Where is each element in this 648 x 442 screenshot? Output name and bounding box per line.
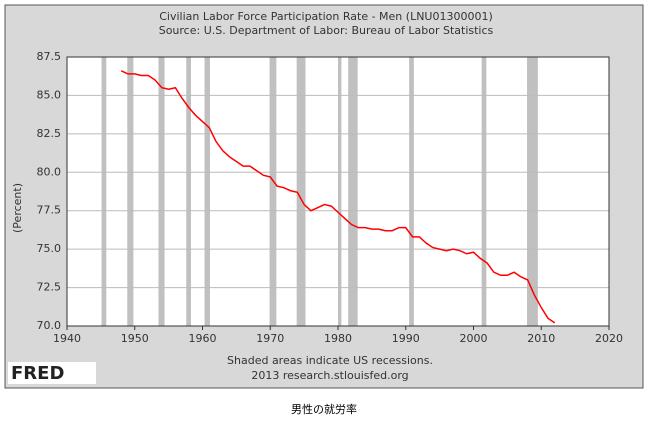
recession-band [101,57,107,326]
x-tick-label: 1990 [392,332,420,345]
recession-band [481,57,487,326]
recession-band [269,57,277,326]
source: 2013 research.stlouisfed.org [251,369,408,382]
recession-band [204,57,210,326]
recession-band [186,57,191,326]
caption: 男性の就労率 [291,402,357,416]
y-axis-label: (Percent) [11,183,24,233]
y-tick-label: 87.5 [37,50,62,63]
recession-band [158,57,165,326]
x-tick-label: 2000 [460,332,488,345]
y-tick-label: 80.0 [37,165,62,178]
y-tick-label: 72.5 [37,281,62,294]
x-tick-label: 1950 [121,332,149,345]
chart-subtitle: Source: U.S. Department of Labor: Bureau… [159,24,494,37]
y-tick-label: 82.5 [37,127,62,140]
recession-band [296,57,306,326]
x-tick-label: 2020 [595,332,623,345]
y-tick-label: 77.5 [37,204,62,217]
x-tick-label: 1970 [256,332,284,345]
y-tick-label: 85.0 [37,88,62,101]
plot-border [66,56,610,327]
recession-band [348,57,358,326]
y-tick-label: 75.0 [37,242,62,255]
recession-band [527,57,538,326]
x-tick-label: 1960 [189,332,217,345]
y-tick-label: 70.0 [37,319,62,332]
x-tick-label: 2010 [527,332,555,345]
chart-title: Civilian Labor Force Participation Rate … [159,10,493,23]
note: Shaded areas indicate US recessions. [227,354,433,367]
recession-band [409,57,414,326]
recession-band [338,57,342,326]
x-tick-label: 1980 [324,332,352,345]
logo: FRED [11,363,64,384]
x-tick-label: 1940 [53,332,81,345]
recession-band [127,57,134,326]
logo-box [8,362,96,384]
data-line [120,70,556,324]
